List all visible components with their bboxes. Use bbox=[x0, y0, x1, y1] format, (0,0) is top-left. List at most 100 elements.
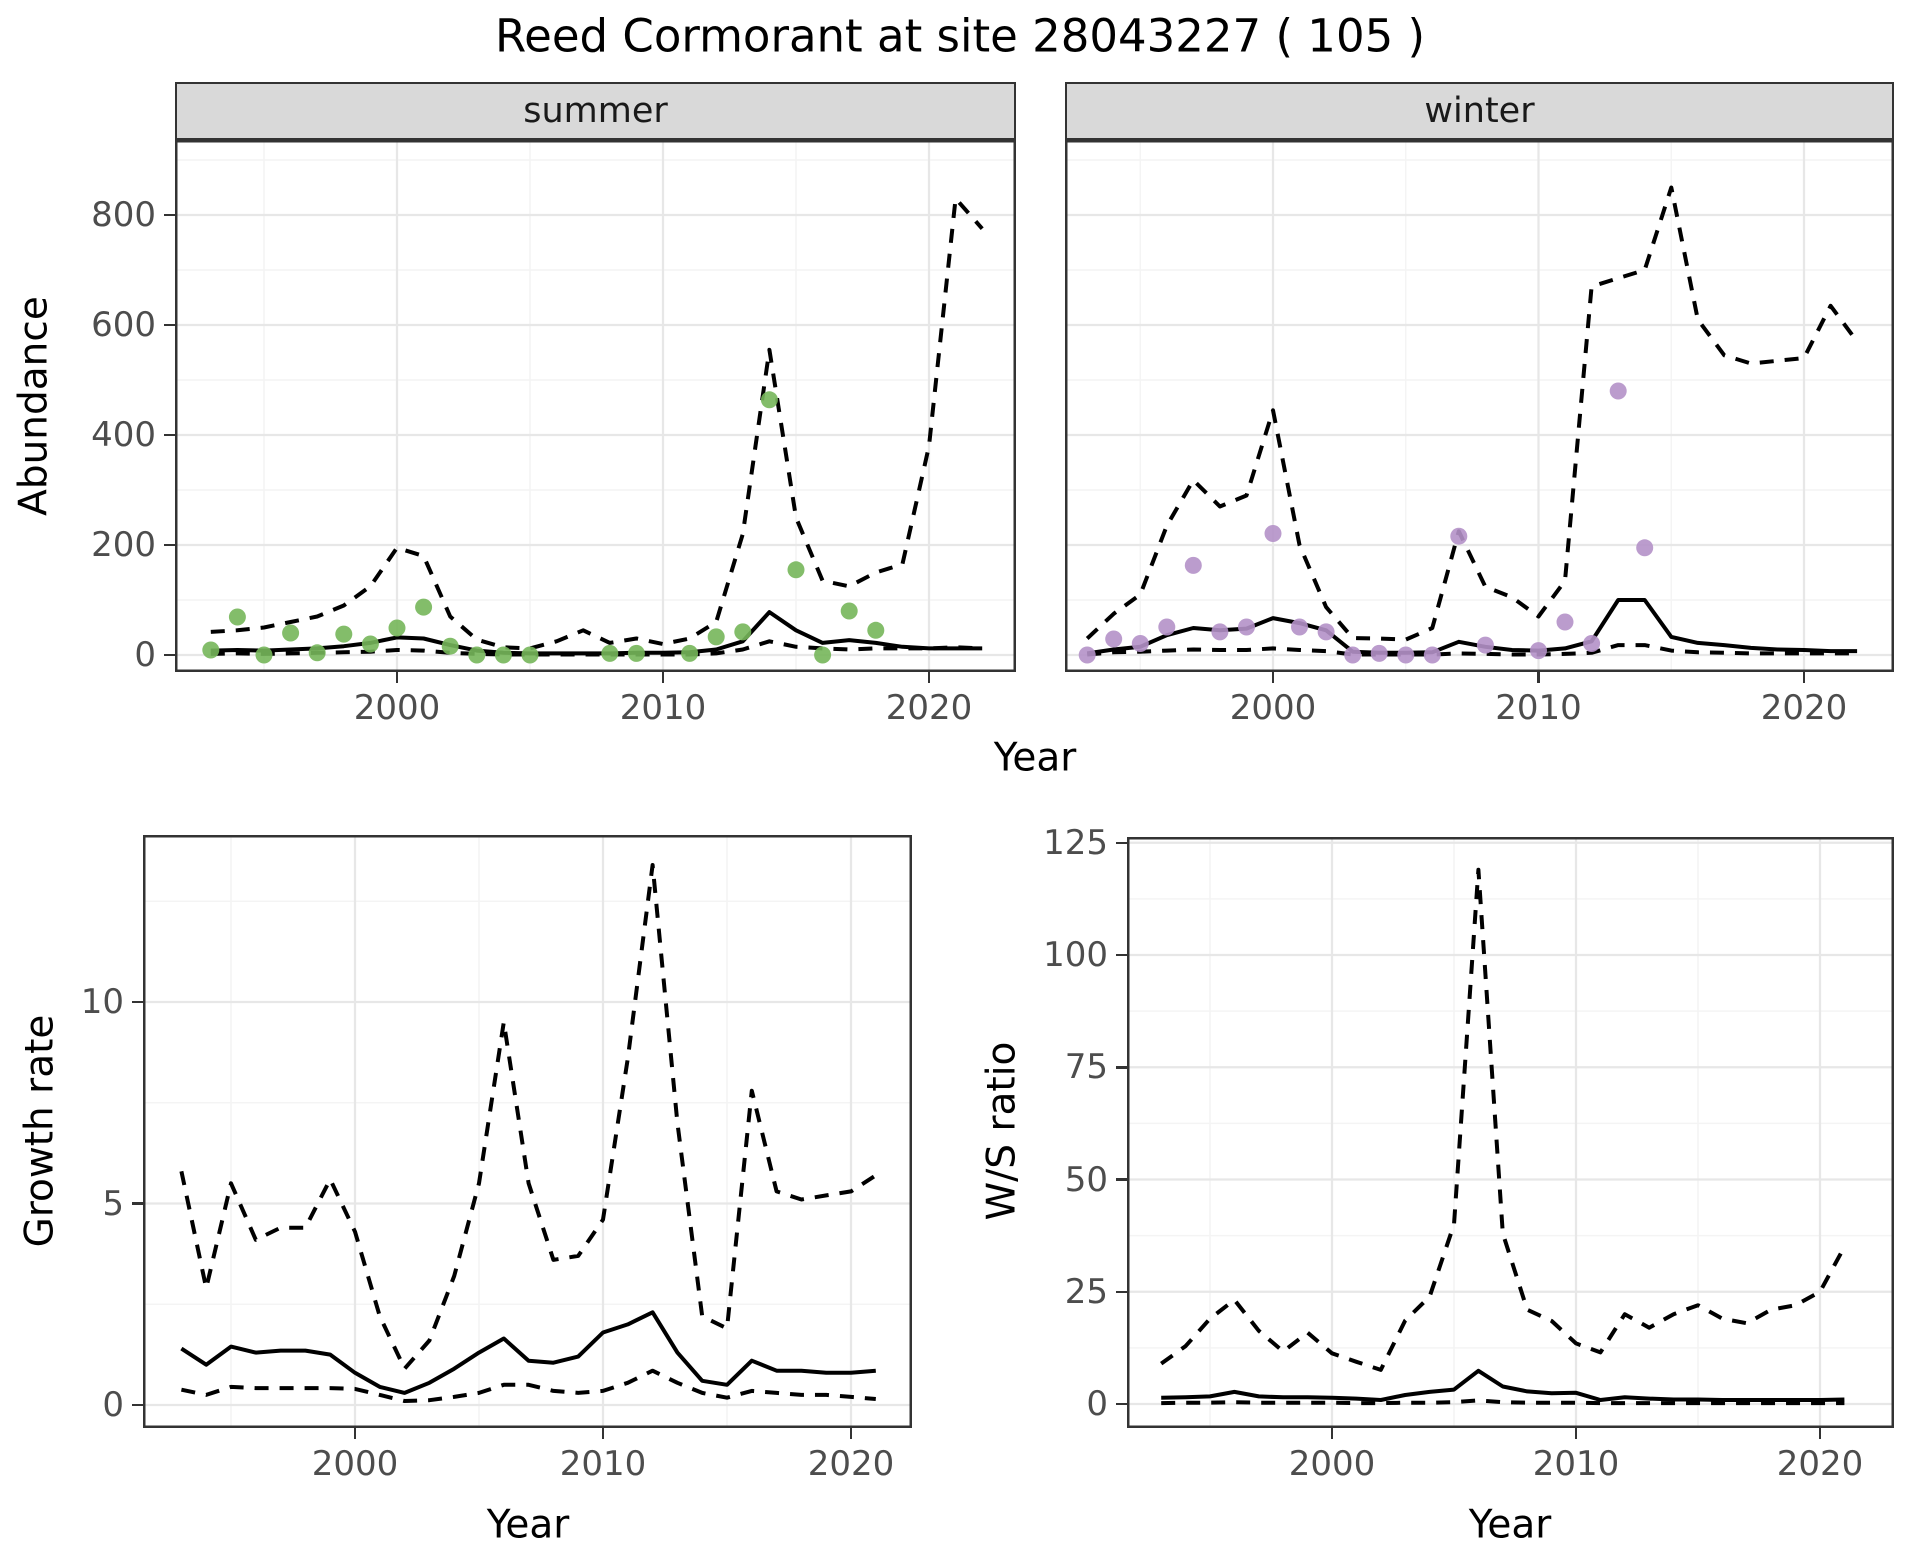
data-point bbox=[734, 623, 752, 641]
data-point bbox=[1184, 556, 1202, 574]
x-tick-mark bbox=[849, 1428, 853, 1439]
data-point bbox=[255, 646, 273, 664]
x-tick-label: 2020 bbox=[1760, 688, 1848, 728]
x-tick-mark bbox=[1537, 672, 1540, 683]
y-tick-label: 800 bbox=[91, 195, 156, 235]
panel-border bbox=[1127, 837, 1894, 1428]
ci-lower-line bbox=[1087, 643, 1858, 657]
fit-mean-line bbox=[1161, 1368, 1845, 1402]
data-point bbox=[1344, 646, 1362, 664]
data-point bbox=[388, 619, 406, 637]
x-tick-mark bbox=[1818, 1428, 1822, 1439]
ci-upper-line bbox=[1085, 185, 1859, 642]
y-tick-label: 50 bbox=[1064, 1159, 1108, 1200]
data-point bbox=[760, 391, 778, 409]
x-axis-title-year-bottom-right: Year bbox=[1468, 1502, 1552, 1548]
fit-mean-line bbox=[180, 1310, 876, 1395]
y-tick-mark bbox=[164, 213, 175, 217]
y-tick-mark bbox=[1116, 1066, 1127, 1069]
data-point bbox=[1530, 642, 1547, 660]
y-tick-mark bbox=[164, 323, 175, 327]
x-tick-label: 2020 bbox=[807, 1444, 895, 1484]
y-tick-mark bbox=[132, 1202, 143, 1205]
data-point bbox=[441, 637, 459, 655]
y-tick-label: 600 bbox=[91, 305, 156, 345]
ws-ratio-panel bbox=[1127, 837, 1894, 1428]
data-point bbox=[1397, 646, 1415, 664]
x-tick-label: 2010 bbox=[1532, 1444, 1620, 1484]
y-tick-mark bbox=[132, 1000, 143, 1004]
data-point bbox=[1078, 646, 1096, 664]
winter-abundance-panel bbox=[1065, 140, 1894, 672]
fit-mean-line bbox=[1086, 598, 1858, 656]
y-tick-label: 400 bbox=[91, 415, 156, 455]
x-tick-mark bbox=[601, 1428, 605, 1439]
data-point bbox=[1423, 646, 1441, 664]
data-point bbox=[707, 628, 725, 646]
data-point bbox=[1556, 613, 1574, 631]
data-point bbox=[335, 625, 353, 643]
data-point bbox=[468, 646, 486, 664]
panel-border bbox=[175, 140, 1016, 672]
data-point bbox=[1211, 623, 1229, 641]
ci-upper-line bbox=[179, 863, 877, 1371]
y-tick-mark bbox=[1116, 841, 1127, 844]
data-point bbox=[814, 646, 832, 664]
x-axis-title-year-top: Year bbox=[993, 735, 1077, 781]
facet-strip-summer: summer bbox=[175, 82, 1016, 140]
y-tick-label: 0 bbox=[102, 1385, 124, 1425]
data-point bbox=[1264, 525, 1282, 542]
data-point bbox=[1370, 644, 1388, 662]
y-tick-mark bbox=[164, 543, 175, 547]
y-tick-mark bbox=[132, 1403, 143, 1407]
y-tick-mark bbox=[164, 433, 175, 437]
data-point bbox=[601, 644, 619, 662]
data-point bbox=[840, 602, 858, 620]
x-tick-mark bbox=[395, 672, 399, 683]
growth-rate-panel bbox=[143, 835, 912, 1428]
y-tick-label: 100 bbox=[1043, 935, 1108, 975]
x-tick-mark bbox=[927, 672, 931, 683]
data-point bbox=[1609, 382, 1627, 400]
data-point bbox=[1158, 618, 1176, 636]
x-tick-label: 2000 bbox=[1229, 688, 1317, 728]
y-tick-mark bbox=[1116, 953, 1127, 957]
facet-strip-winter-label: winter bbox=[1424, 91, 1535, 131]
data-point bbox=[1238, 618, 1255, 636]
x-tick-label: 2010 bbox=[1495, 688, 1582, 728]
x-tick-mark bbox=[1330, 1428, 1334, 1439]
data-point bbox=[1131, 635, 1149, 652]
data-point bbox=[1291, 618, 1308, 636]
x-tick-label: 2000 bbox=[311, 1444, 399, 1484]
data-point bbox=[681, 644, 699, 662]
y-tick-label: 125 bbox=[1043, 822, 1108, 863]
y-tick-label: 200 bbox=[91, 525, 156, 565]
data-point bbox=[1317, 623, 1335, 641]
y-tick-mark bbox=[1116, 1178, 1127, 1181]
x-tick-label: 2010 bbox=[559, 1444, 647, 1484]
x-tick-mark bbox=[353, 1428, 357, 1439]
x-tick-mark bbox=[1574, 1428, 1578, 1439]
panel-border bbox=[1065, 140, 1894, 672]
y-tick-label: 5 bbox=[102, 1183, 124, 1224]
x-tick-label: 2020 bbox=[885, 688, 973, 728]
data-point bbox=[1450, 527, 1468, 545]
data-point bbox=[867, 621, 885, 639]
data-point bbox=[521, 646, 539, 664]
facet-strip-summer-label: summer bbox=[523, 91, 668, 131]
data-point bbox=[361, 635, 379, 653]
data-point bbox=[202, 641, 220, 659]
y-tick-mark bbox=[1116, 1290, 1127, 1293]
y-tick-label: 0 bbox=[1086, 1384, 1108, 1424]
x-tick-label: 2000 bbox=[353, 688, 441, 728]
ci-upper-line bbox=[1160, 867, 1847, 1372]
data-point bbox=[415, 598, 433, 616]
ci-lower-line bbox=[1161, 1398, 1845, 1406]
data-point bbox=[494, 646, 512, 664]
x-axis-title-year-bottom-left: Year bbox=[486, 1502, 570, 1548]
data-point bbox=[787, 561, 805, 579]
x-tick-mark bbox=[1802, 672, 1806, 683]
y-tick-label: 0 bbox=[134, 635, 156, 675]
data-point bbox=[228, 608, 246, 626]
